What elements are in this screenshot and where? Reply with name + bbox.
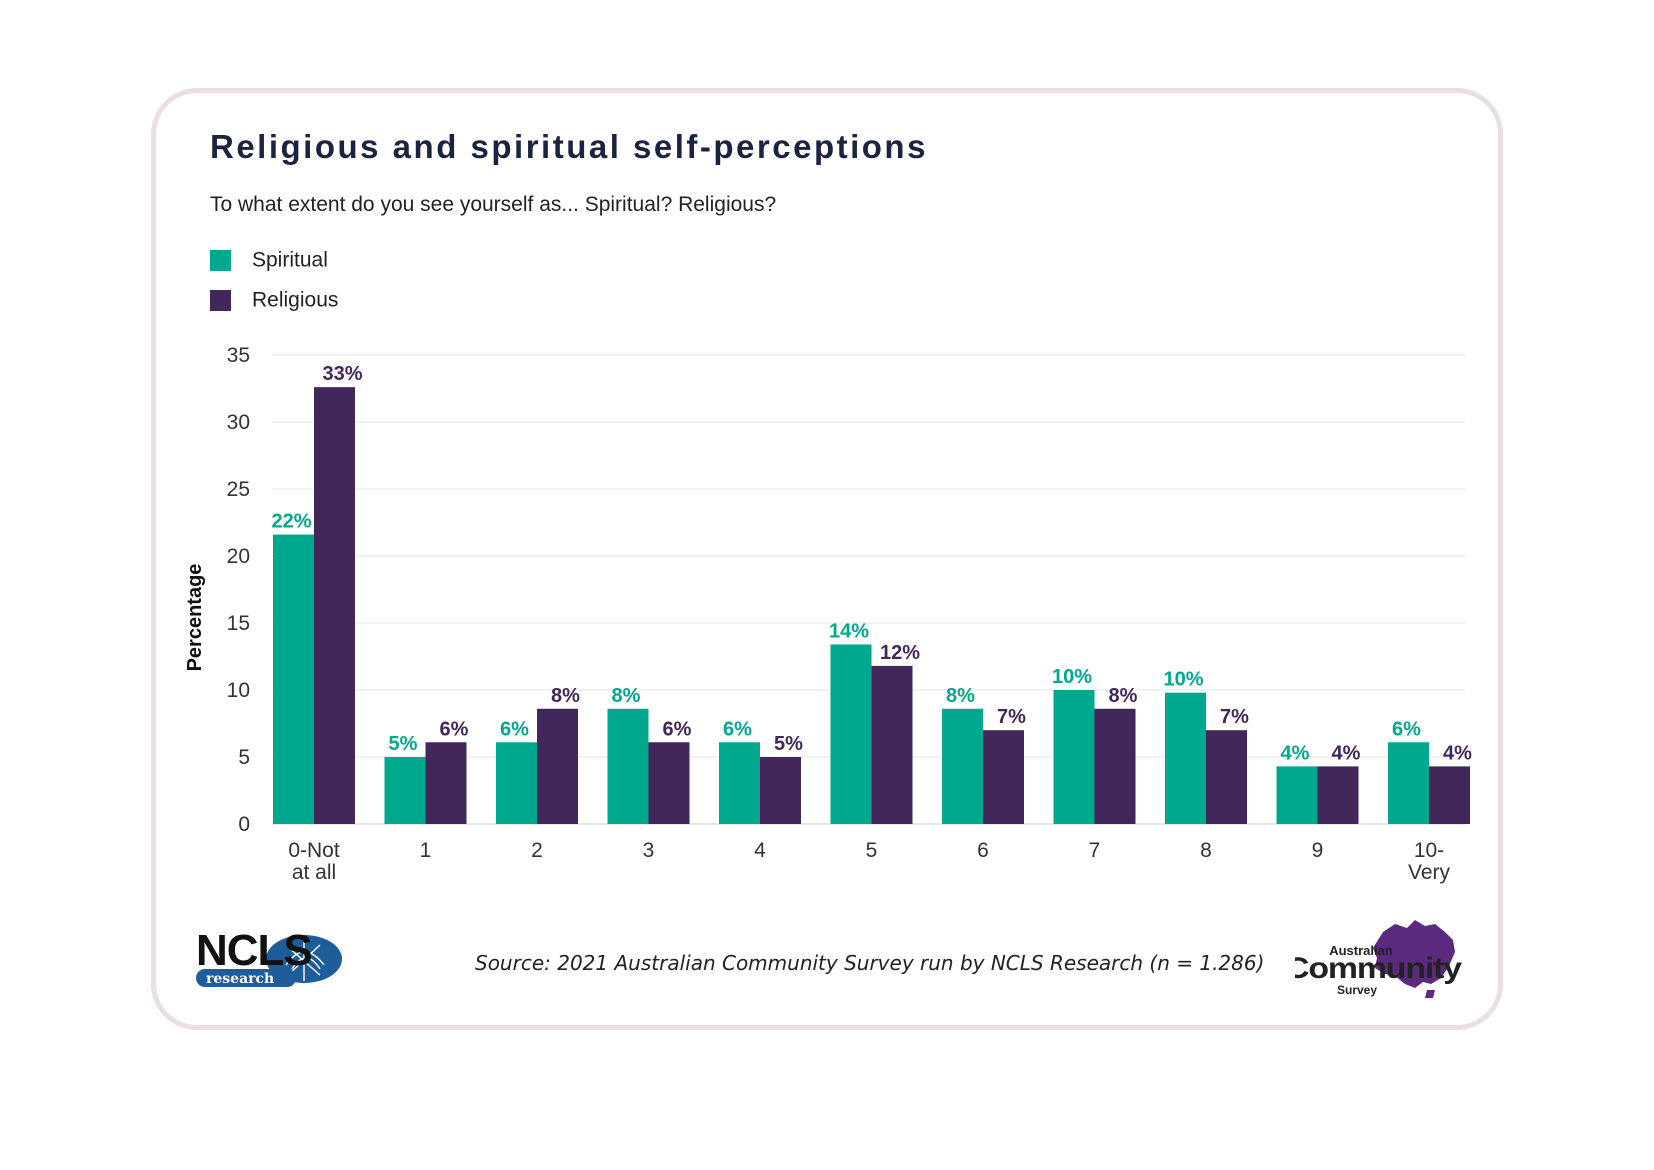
y-tick-label: 15 — [227, 612, 250, 635]
x-category-label: 1 — [420, 839, 432, 862]
y-tick-label: 10 — [227, 679, 250, 702]
data-label-spiritual: 6% — [500, 718, 529, 740]
data-label-religious: 6% — [440, 718, 469, 740]
bar-spiritual — [830, 644, 872, 824]
bar-religious — [1094, 708, 1136, 824]
legend-swatch-spiritual — [210, 249, 231, 271]
data-label-religious: 8% — [1109, 685, 1138, 707]
x-category-label: 2 — [531, 839, 543, 862]
bar-religious — [1206, 730, 1247, 824]
bar-religious — [983, 730, 1024, 824]
data-label-spiritual: 22% — [271, 511, 311, 533]
y-tick-label: 0 — [238, 813, 250, 836]
y-tick-label: 35 — [227, 344, 250, 367]
tasmania-icon — [1425, 990, 1435, 998]
bar-religious — [425, 742, 467, 824]
data-label-spiritual: 5% — [389, 733, 418, 755]
legend-item-religious: Religious — [210, 288, 338, 312]
logo-research-text: research — [206, 971, 274, 987]
data-label-spiritual: 8% — [612, 685, 641, 707]
x-category-label: 3 — [643, 839, 655, 862]
bar-spiritual — [496, 742, 537, 824]
x-category-label: 5 — [866, 839, 878, 862]
bar-religious — [314, 387, 355, 824]
logo-line-survey: Survey — [1337, 983, 1377, 997]
logo-ncls-text: NCLS — [196, 926, 312, 975]
y-tick-label: 25 — [227, 478, 250, 501]
chart-card — [151, 88, 1503, 1030]
y-tick-label: 5 — [238, 746, 250, 769]
data-label-religious: 12% — [880, 642, 920, 664]
bar-religious — [537, 708, 578, 824]
bar-spiritual — [719, 742, 760, 824]
bar-spiritual — [1388, 742, 1429, 824]
bar-religious — [1429, 766, 1470, 824]
y-tick-label: 30 — [227, 411, 250, 434]
bar-spiritual — [1053, 690, 1095, 824]
chart-title: Religious and spiritual self-perceptions — [210, 128, 928, 165]
legend-swatch-religious — [210, 289, 231, 311]
x-category-label: 6 — [977, 839, 989, 862]
australian-community-survey-logo: 2021 Australian Community Survey — [1295, 920, 1463, 998]
bar-spiritual — [942, 708, 983, 824]
x-category-label: 9 — [1312, 839, 1324, 862]
data-label-religious: 33% — [322, 363, 362, 385]
data-label-spiritual: 10% — [1052, 666, 1092, 688]
x-category-label: at all — [292, 861, 336, 884]
logo-line-australian: Australian — [1329, 943, 1393, 958]
source-note: Source: 2021 Australian Community Survey… — [475, 951, 1265, 975]
data-label-religious: 6% — [663, 718, 692, 740]
y-axis-title: Percentage — [184, 564, 206, 672]
logo-year: 2021 — [1389, 926, 1418, 941]
bar-spiritual — [1276, 766, 1318, 824]
data-label-spiritual: 8% — [946, 685, 975, 707]
bar-religious — [760, 757, 801, 824]
chart-subtitle: To what extent do you see yourself as...… — [210, 193, 777, 216]
bar-spiritual — [384, 757, 426, 824]
x-category-label: 10- — [1414, 839, 1444, 862]
data-label-spiritual: 4% — [1281, 742, 1310, 764]
data-label-religious: 7% — [997, 706, 1026, 728]
bar-spiritual — [273, 534, 314, 824]
bar-religious — [1317, 766, 1359, 824]
data-label-spiritual: 6% — [1392, 718, 1421, 740]
australia-map-icon — [1373, 920, 1455, 988]
data-label-religious: 4% — [1443, 742, 1472, 764]
y-tick-label: 20 — [227, 545, 250, 568]
ncls-research-logo: NCLS research — [196, 926, 342, 987]
data-label-spiritual: 14% — [829, 620, 869, 642]
x-category-label: 4 — [754, 839, 766, 862]
legend-label-spiritual: Spiritual — [252, 248, 328, 272]
bar-religious — [871, 665, 913, 824]
data-label-spiritual: 10% — [1163, 669, 1203, 691]
legend-label-religious: Religious — [252, 288, 339, 312]
data-label-religious: 4% — [1332, 742, 1361, 764]
x-category-label: 7 — [1089, 839, 1101, 862]
bar-spiritual — [607, 708, 649, 824]
x-category-label: 8 — [1200, 839, 1212, 862]
legend-item-spiritual: Spiritual — [210, 248, 328, 272]
logo-globe-lines — [285, 937, 325, 981]
logo-research-band — [196, 969, 296, 987]
logo-line-community: Community — [1295, 952, 1462, 985]
data-label-religious: 7% — [1220, 706, 1249, 728]
x-category-label: 0-Not — [288, 839, 340, 862]
data-label-religious: 5% — [774, 733, 803, 755]
x-category-label: Very — [1408, 861, 1451, 884]
bar-spiritual — [1165, 692, 1206, 824]
bar-religious — [648, 742, 690, 824]
data-label-religious: 8% — [551, 685, 580, 707]
data-label-spiritual: 6% — [723, 718, 752, 740]
